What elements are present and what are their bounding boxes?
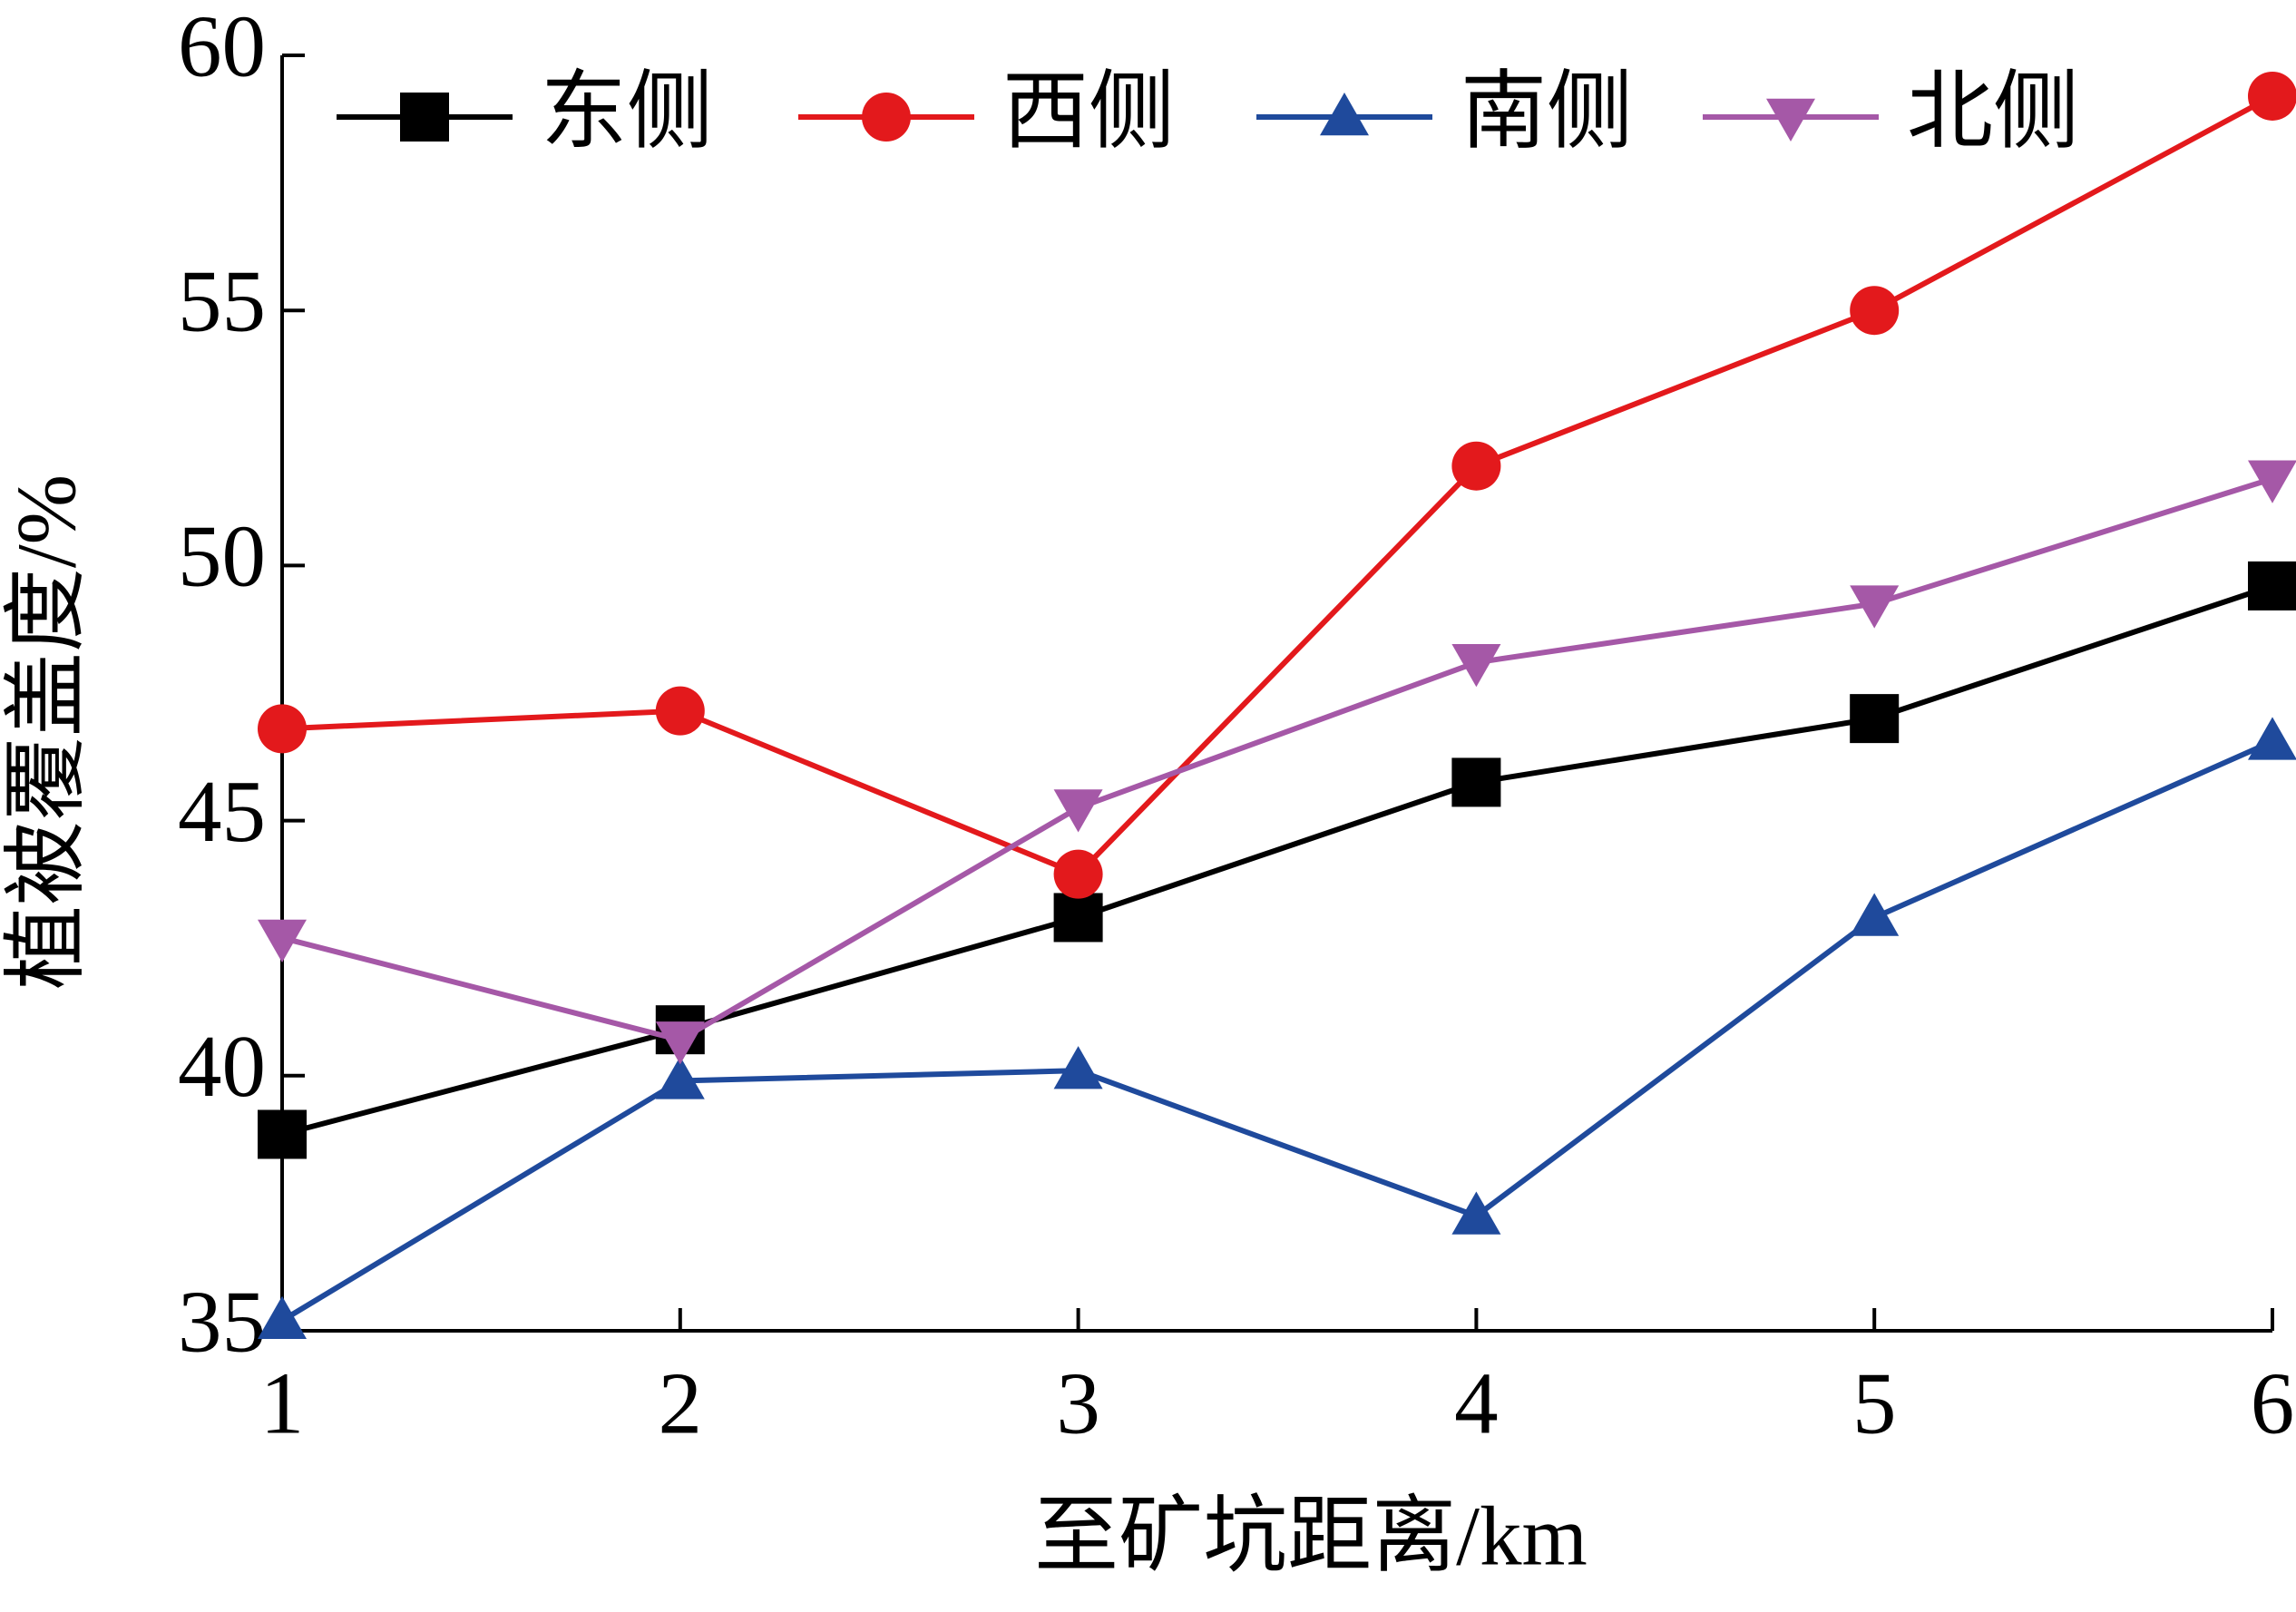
marker (400, 93, 449, 142)
x-tick-label: 5 (1852, 1354, 1897, 1451)
y-tick-label: 40 (178, 1018, 266, 1115)
x-tick-label: 1 (260, 1354, 305, 1451)
marker (1451, 441, 1501, 491)
marker (655, 1056, 705, 1099)
marker (1053, 789, 1103, 833)
legend-label: 东侧 (541, 64, 713, 160)
x-tick-label: 3 (1056, 1354, 1100, 1451)
series-line (281, 475, 2273, 1043)
x-tick-label: 6 (2251, 1354, 2295, 1451)
marker (655, 686, 705, 736)
legend-label: 北侧 (1907, 64, 2079, 160)
y-axis-label: 植被覆盖度/% (0, 474, 93, 990)
series-line (280, 738, 2274, 1324)
y-tick-label: 35 (178, 1273, 266, 1370)
marker (1053, 849, 1103, 899)
x-tick-label: 2 (659, 1354, 703, 1451)
marker (258, 1109, 307, 1159)
marker (258, 704, 307, 754)
marker (2248, 561, 2296, 611)
marker (1053, 893, 1103, 943)
x-axis-label: 至矿坑距离/km (1034, 1490, 1588, 1583)
y-tick-label: 55 (178, 252, 266, 349)
y-tick-label: 45 (178, 763, 266, 860)
marker (2248, 717, 2296, 760)
marker (2248, 460, 2296, 503)
marker (258, 919, 307, 962)
y-tick-label: 50 (178, 508, 266, 605)
marker (1850, 893, 1900, 936)
marker (655, 1021, 705, 1065)
series-line (281, 583, 2273, 1138)
legend-label: 南侧 (1461, 64, 1633, 160)
marker (1766, 98, 1815, 142)
y-tick-label: 60 (178, 0, 266, 94)
marker (1053, 1046, 1103, 1089)
marker (258, 1295, 307, 1340)
marker (1451, 757, 1501, 807)
marker (1451, 644, 1501, 688)
marker (2248, 72, 2296, 121)
x-tick-label: 4 (1454, 1354, 1499, 1451)
marker (862, 93, 911, 142)
legend-label: 西侧 (1002, 64, 1175, 160)
marker (1850, 694, 1900, 744)
marker (1451, 1191, 1501, 1235)
marker (1320, 93, 1369, 136)
series-line (281, 93, 2274, 878)
marker (1850, 286, 1900, 336)
marker (1850, 585, 1900, 629)
